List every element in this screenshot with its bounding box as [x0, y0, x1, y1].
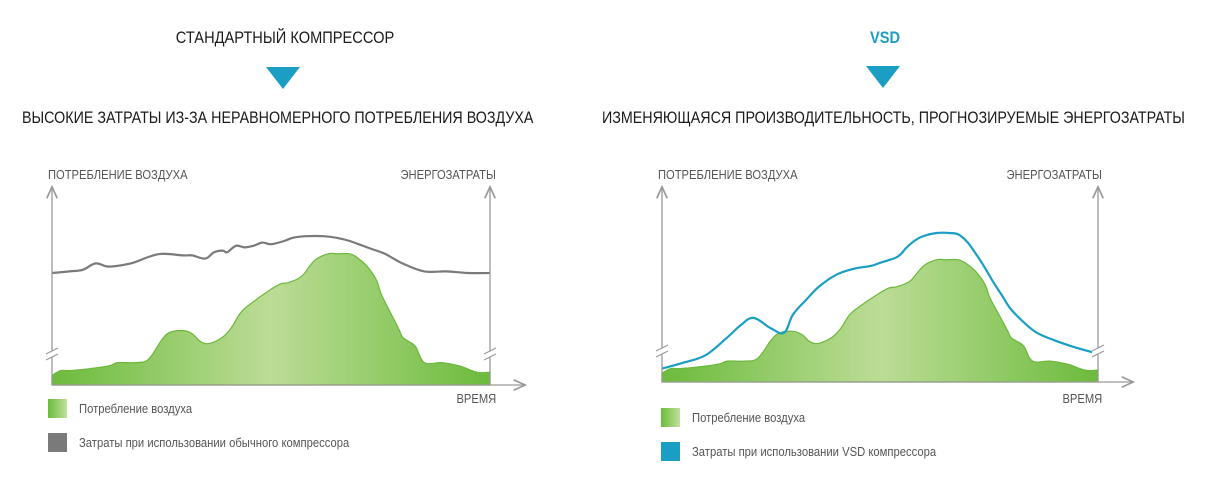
axis-break-mark: [45, 353, 59, 361]
air-consumption-area: [51, 252, 491, 386]
left-chart-title: СТАНДАРТНЫЙ КОМПРЕССОР: [175, 28, 395, 47]
right-plot: [655, 188, 1132, 383]
left-ylabel: ПОТРЕБЛЕНИЕ ВОЗДУХА: [48, 167, 188, 182]
left-down-triangle-icon: [266, 67, 300, 89]
left-xlabel: ВРЕМЯ: [456, 391, 496, 406]
right-down-triangle-icon: [866, 66, 900, 88]
axis-break-mark: [483, 347, 497, 355]
left-plot: [45, 188, 524, 386]
axis-break-mark: [655, 350, 669, 358]
legend-label: Затраты при использовании обычного компр…: [79, 435, 350, 450]
axis-break-gap: [484, 351, 496, 357]
axis-break-mark: [483, 353, 497, 361]
axis-break-gap: [1092, 348, 1104, 354]
left-legend-item-air: Потребление воздуха: [48, 399, 205, 418]
right-legend-item-cost: Затраты при использовании VSD компрессор…: [661, 442, 963, 461]
left-chart-subtitle: ВЫСОКИЕ ЗАТРАТЫ ИЗ-ЗА НЕРАВНОМЕРНОГО ПОТ…: [22, 108, 534, 127]
axis-break-gap: [656, 348, 668, 354]
axis-break-mark: [655, 344, 669, 352]
legend-label: Затраты при использовании VSD компрессор…: [692, 444, 937, 459]
left-y2label: ЭНЕРГОЗАТРАТЫ: [400, 167, 496, 182]
axis-break-mark: [1091, 344, 1105, 352]
energy-cost-line: [51, 234, 491, 275]
legend-swatch-green: [661, 408, 680, 427]
right-legend-item-air: Потребление воздуха: [661, 408, 818, 427]
legend-swatch-gray: [48, 433, 67, 452]
right-y2label: ЭНЕРГОЗАТРАТЫ: [1006, 167, 1102, 182]
energy-cost-line: [661, 231, 1099, 370]
axis-break-mark: [45, 347, 59, 355]
right-chart-subtitle: ИЗМЕНЯЮЩАЯСЯ ПРОИЗВОДИТЕЛЬНОСТЬ, ПРОГНОЗ…: [602, 108, 1185, 127]
right-xlabel: ВРЕМЯ: [1062, 391, 1102, 406]
right-ylabel: ПОТРЕБЛЕНИЕ ВОЗДУХА: [658, 167, 798, 182]
axis-break-gap: [46, 351, 58, 357]
legend-swatch-green: [48, 399, 67, 418]
legend-label: Потребление воздуха: [79, 401, 193, 416]
legend-swatch-blue: [661, 442, 680, 461]
left-legend-item-cost: Затраты при использовании обычного компр…: [48, 433, 379, 452]
air-consumption-area: [661, 258, 1099, 383]
right-chart-title: VSD: [869, 28, 901, 47]
legend-label: Потребление воздуха: [692, 410, 806, 425]
axis-break-mark: [1091, 350, 1105, 358]
